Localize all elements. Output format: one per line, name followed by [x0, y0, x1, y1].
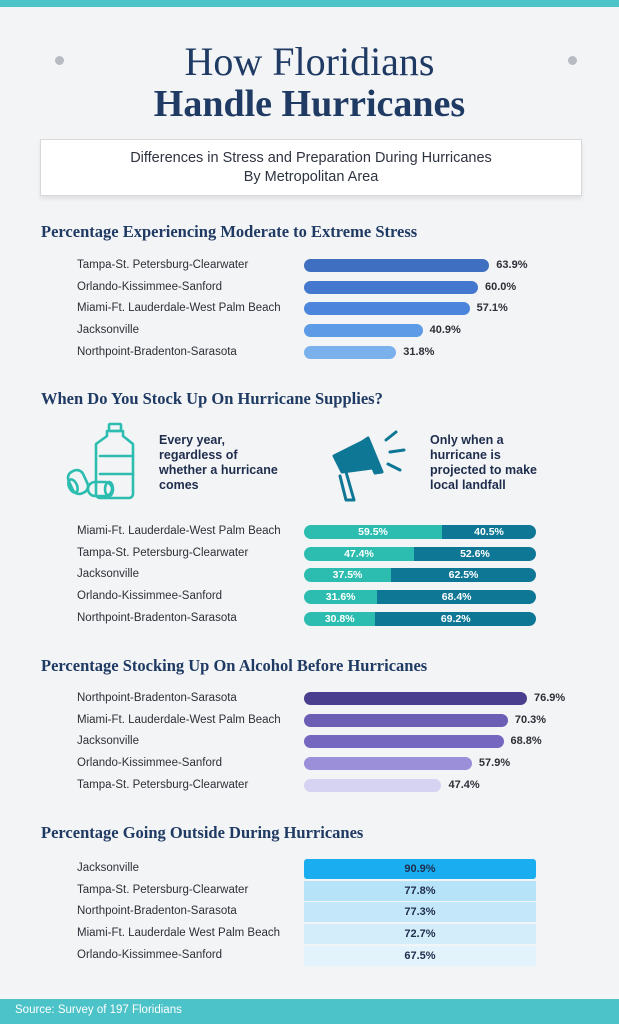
alcohol-row: Northpoint-Bradenton-Sarasota 76.9%: [0, 690, 619, 708]
outside-value-cell: 77.3%: [304, 902, 536, 923]
supplies-landfall-segment: 68.4%: [377, 590, 536, 605]
supplies-landfall-segment: 62.5%: [391, 568, 536, 583]
outside-value-cell: 90.9%: [304, 859, 536, 879]
outside-category-label: Northpoint-Bradenton-Sarasota: [77, 905, 237, 918]
stress-value-label: 63.9%: [496, 259, 528, 271]
stress-row: Northpoint-Bradenton-Sarasota 31.8%: [0, 344, 619, 362]
stress-row: Orlando-Kissimmee-Sanford 60.0%: [0, 279, 619, 297]
water-jug-and-cans-icon: [66, 422, 135, 500]
decorative-dot-right: [568, 56, 577, 65]
supplies-stacked-bar: 31.6% 68.4%: [304, 590, 536, 605]
supplies-row: Miami-Ft. Lauderdale-West Palm Beach 59.5…: [0, 523, 619, 541]
supplies-every-year-segment: 31.6%: [304, 590, 378, 605]
alcohol-value-label: 57.9%: [478, 757, 511, 770]
outside-section-title: Percentage Going Outside During Hurrican…: [41, 823, 364, 842]
outside-category-label: Orlando-Kissimmee-Sanford: [77, 948, 223, 961]
stress-value-label: 40.9%: [429, 324, 461, 337]
supplies-row: Orlando-Kissimmee-Sanford 31.6% 68.4%: [0, 588, 619, 606]
outside-value-cell: 72.7%: [304, 924, 536, 945]
alcohol-bar: [304, 757, 472, 771]
alcohol-row: Miami-Ft. Lauderdale-West Palm Beach 70.3…: [0, 712, 619, 730]
outside-row: Tampa-St. Petersburg-Clearwater 77.8%: [0, 880, 619, 901]
alcohol-bar: [304, 778, 442, 792]
alcohol-section-title: Percentage Stocking Up On Alcohol Before…: [41, 656, 428, 675]
supplies-category-label: Northpoint-Bradenton-Sarasota: [77, 611, 237, 624]
outside-row: Orlando-Kissimmee-Sanford 67.5%: [0, 945, 619, 966]
supplies-landfall-segment: 69.2%: [375, 611, 536, 626]
alcohol-bar: [304, 713, 508, 727]
supplies-stacked-bar: 59.5% 40.5%: [304, 525, 536, 539]
alcohol-value-label: 76.9%: [534, 692, 566, 704]
stress-value-label: 60.0%: [485, 280, 517, 293]
supplies-landfall-segment: 52.6%: [413, 546, 536, 561]
subtitle-line2: By Metropolitan Area: [243, 169, 379, 185]
outside-category-label: Jacksonville: [77, 862, 139, 874]
megaphone-icon: [332, 430, 406, 502]
supplies-every-year-segment: 47.4%: [304, 546, 414, 561]
alcohol-value-label: 47.4%: [448, 778, 480, 791]
stress-category-label: Miami-Ft. Lauderdale-West Palm Beach: [77, 302, 281, 315]
supplies-category-label: Jacksonville: [77, 568, 139, 581]
supplies-every-year-segment: 30.8%: [304, 611, 376, 626]
page-title-line2: Handle Hurricanes: [153, 83, 466, 125]
stress-bar: [304, 345, 397, 359]
stress-section-title: Percentage Experiencing Moderate to Extr…: [41, 222, 418, 241]
stress-bar: [304, 259, 490, 272]
legend-landfall-label: Only when a hurricane is projected to ma…: [430, 433, 537, 492]
stress-category-label: Northpoint-Bradenton-Sarasota: [77, 345, 237, 358]
alcohol-category-label: Miami-Ft. Lauderdale-West Palm Beach: [77, 713, 281, 726]
stress-value-label: 57.1%: [476, 302, 508, 315]
footer-bar: Source: Survey of 197 Floridians: [0, 999, 619, 1024]
alcohol-bar: [304, 692, 527, 705]
source-note: Source: Survey of 197 Floridians: [15, 1004, 182, 1016]
outside-row: Jacksonville 90.9%: [0, 859, 619, 879]
stress-category-label: Orlando-Kissimmee-Sanford: [77, 280, 223, 293]
alcohol-value-label: 70.3%: [514, 713, 547, 726]
alcohol-row: Orlando-Kissimmee-Sanford 57.9%: [0, 755, 619, 773]
stress-bar: [304, 324, 423, 338]
supplies-category-label: Tampa-St. Petersburg-Clearwater: [77, 546, 249, 559]
stress-row: Jacksonville 40.9%: [0, 322, 619, 340]
outside-row: Miami-Ft. Lauderdale West Palm Beach 72.7…: [0, 924, 619, 945]
supplies-row: Jacksonville 37.5% 62.5%: [0, 566, 619, 584]
alcohol-value-label: 68.8%: [510, 735, 542, 748]
stress-value-label: 31.8%: [403, 345, 435, 358]
outside-category-label: Tampa-St. Petersburg-Clearwater: [77, 883, 249, 896]
stress-category-label: Jacksonville: [77, 324, 139, 337]
supplies-row: Northpoint-Bradenton-Sarasota 30.8% 69.2%: [0, 610, 619, 628]
supplies-row: Tampa-St. Petersburg-Clearwater 47.4% 52.6…: [0, 545, 619, 563]
stress-bar: [304, 280, 478, 294]
alcohol-category-label: Orlando-Kissimmee-Sanford: [77, 757, 223, 770]
supplies-stacked-bar: 30.8% 69.2%: [304, 611, 536, 626]
stress-category-label: Tampa-St. Petersburg-Clearwater: [77, 259, 249, 271]
stress-row: Tampa-St. Petersburg-Clearwater 63.9%: [0, 257, 619, 275]
alcohol-bar: [304, 735, 504, 749]
page-title-line1: How Floridians: [184, 39, 435, 84]
supplies-every-year-segment: 59.5%: [304, 525, 443, 539]
alcohol-category-label: Jacksonville: [77, 735, 139, 748]
outside-value-cell: 77.8%: [304, 880, 536, 901]
supplies-category-label: Orlando-Kissimmee-Sanford: [77, 590, 223, 603]
decorative-dot-left: [55, 56, 64, 65]
top-accent-bar: [0, 0, 619, 7]
alcohol-category-label: Northpoint-Bradenton-Sarasota: [77, 692, 237, 704]
subtitle-line1: Differences in Stress and Preparation Du…: [130, 150, 492, 166]
alcohol-row: Tampa-St. Petersburg-Clearwater 47.4%: [0, 777, 619, 795]
outside-value-cell: 67.5%: [304, 945, 536, 966]
supplies-stacked-bar: 47.4% 52.6%: [304, 546, 536, 561]
outside-category-label: Miami-Ft. Lauderdale West Palm Beach: [77, 927, 281, 940]
stress-bar: [304, 302, 470, 316]
supplies-landfall-segment: 40.5%: [442, 525, 536, 539]
legend-every-year-label: Every year, regardless of whether a hurr…: [159, 433, 278, 492]
supplies-stacked-bar: 37.5% 62.5%: [304, 568, 536, 583]
outside-row: Northpoint-Bradenton-Sarasota 77.3%: [0, 902, 619, 923]
subtitle-box: Differences in Stress and Preparation Du…: [40, 139, 582, 196]
supplies-category-label: Miami-Ft. Lauderdale-West Palm Beach: [77, 525, 281, 537]
alcohol-row: Jacksonville 68.8%: [0, 733, 619, 751]
alcohol-category-label: Tampa-St. Petersburg-Clearwater: [77, 778, 249, 791]
stress-row: Miami-Ft. Lauderdale-West Palm Beach 57.1…: [0, 300, 619, 318]
supplies-every-year-segment: 37.5%: [304, 568, 391, 583]
supplies-section-title: When Do You Stock Up On Hurricane Suppli…: [41, 389, 383, 408]
